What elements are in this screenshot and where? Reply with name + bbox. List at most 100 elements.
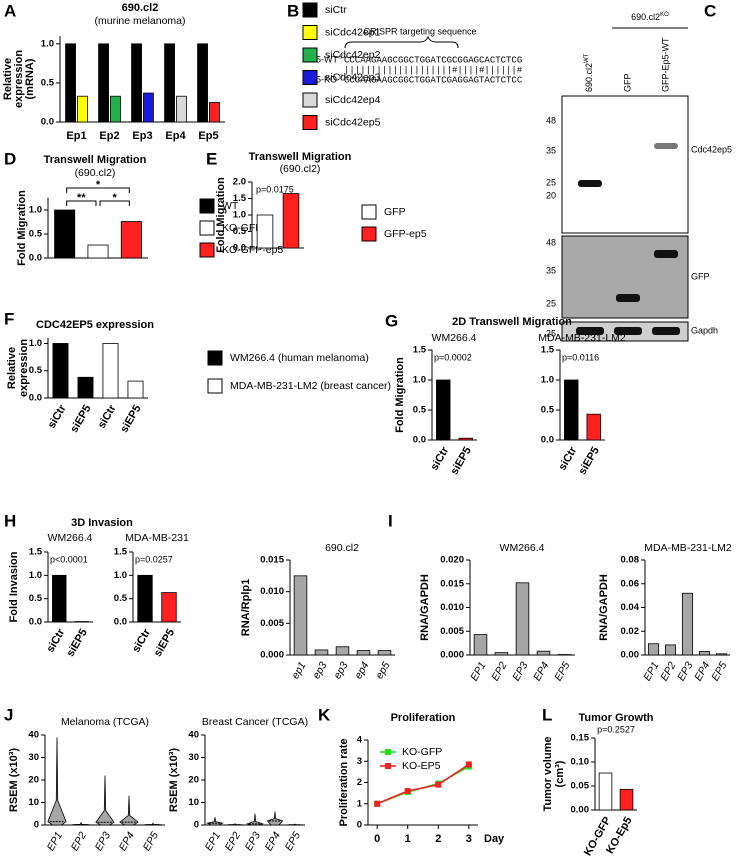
blot: [561, 235, 689, 319]
y-tick-label: 0.000: [440, 650, 464, 661]
y-tick-label: 0.5: [233, 226, 247, 237]
panel-label: H: [4, 511, 16, 530]
legend-swatch: [302, 70, 318, 85]
bar: [598, 772, 613, 811]
bar: [494, 652, 509, 656]
marker: 48: [546, 115, 556, 125]
bar: [77, 376, 94, 399]
x-tick-label: siEP5: [152, 627, 177, 659]
panel-label: K: [318, 705, 331, 724]
bar: [436, 379, 451, 441]
x-tick-label: siEP5: [448, 445, 473, 477]
panel-label: G: [385, 311, 398, 330]
band: [654, 143, 678, 149]
y-axis-label: Proliferation rate: [338, 738, 350, 826]
y-tick-label: 1.0: [413, 375, 426, 386]
legend-label: siCdc42ep3: [325, 71, 381, 83]
bar: [87, 244, 109, 259]
y-tick-label: 1.5: [413, 345, 427, 356]
y-tick-label: 20: [28, 775, 39, 786]
chart-subtitle: (690.cl2): [280, 163, 321, 175]
y-tick-label: 0.0: [29, 393, 42, 404]
bar: [164, 43, 175, 123]
legend-swatch: [302, 47, 318, 63]
legend-label: siCtr: [325, 4, 347, 16]
chart-title: Transwell Migration: [44, 154, 147, 166]
bar: [515, 582, 530, 656]
y-tick-label: 0.0: [541, 435, 554, 446]
x-tick-label: EP4: [263, 830, 283, 853]
x-tick-label: 2: [435, 833, 441, 845]
marker: 25: [546, 177, 556, 187]
y-axis-label: Relative: [2, 58, 14, 100]
chart-subtitle: WM266.4: [432, 332, 477, 344]
y-tick-label: 0.5: [541, 405, 555, 416]
panel-label: J: [4, 705, 13, 724]
x-tick-label: siEP5: [118, 403, 143, 435]
y-tick-label: 1.5: [29, 547, 43, 558]
x-tick-label: siCtr: [46, 402, 69, 430]
y-tick-label: 0.5: [29, 593, 43, 604]
header-sup: KO: [660, 12, 669, 18]
chart-subtitle: MDA-MB-231-LM2: [644, 542, 732, 554]
chart-title: 3D Invasion: [71, 517, 133, 529]
bar: [293, 575, 308, 656]
violin: [246, 813, 264, 826]
y-axis-label: RNA/GAPDH: [598, 574, 610, 641]
legend-label: siCdc42ep2: [325, 49, 381, 61]
point: [404, 788, 411, 794]
chart-title: Proliferation: [391, 712, 456, 724]
y-axis-label: Relative: [6, 347, 18, 389]
y-tick-label: 1.5: [114, 547, 128, 558]
y-tick-label: 0.015: [440, 578, 464, 589]
legend-swatch: [199, 198, 215, 214]
y-tick-label: 1.0: [541, 375, 554, 386]
chart-subtitle: WM266.4: [48, 532, 93, 544]
bar: [377, 650, 392, 656]
bar: [715, 653, 728, 656]
y-tick-label: 1.0: [29, 338, 42, 349]
bar: [256, 214, 274, 249]
bar: [161, 592, 177, 623]
y-tick-label: 0: [194, 820, 199, 831]
chart-subtitle: Breast Cancer (TCGA): [202, 716, 308, 728]
x-tick-label: EP4: [117, 830, 137, 853]
y-tick-label: 2: [357, 777, 362, 788]
y-tick-label: 0.000: [260, 650, 284, 661]
bar: [536, 650, 551, 656]
y-axis-label: Tumor volume: [542, 737, 554, 812]
annotation: p=0.0175: [256, 184, 294, 194]
bar: [52, 574, 67, 623]
bar: [120, 221, 142, 259]
y-tick-label: 0.15: [571, 733, 590, 744]
y-axis-label: RNA/GAPDH: [419, 574, 431, 641]
legend-label: GFP: [384, 206, 406, 218]
x-tick-label: EP1: [641, 660, 661, 683]
y-axis-label: (mRNA): [24, 58, 36, 99]
y-axis-label: RSEM (x10³): [168, 748, 180, 813]
x-tick-label: EP3: [243, 830, 263, 853]
legend-swatch: [207, 378, 223, 394]
prime: 5': [339, 74, 343, 80]
legend-swatch: [361, 226, 377, 242]
x-tick-label: Ep3: [132, 130, 152, 142]
panel-label: B: [287, 1, 299, 20]
annotation: p<0.0001: [50, 554, 88, 564]
violin: [266, 811, 284, 826]
y-tick-label: 1.5: [541, 345, 555, 356]
y-tick-label: 40: [28, 730, 39, 741]
bar: [65, 43, 76, 123]
band: [654, 250, 678, 258]
y-tick-label: 30: [188, 752, 199, 763]
significance-label: *: [96, 179, 101, 191]
legend-swatch: [302, 2, 318, 18]
x-tick-label: ep3: [310, 660, 329, 681]
y-tick-label: 0.5: [114, 593, 128, 604]
bar: [209, 102, 220, 123]
x-tick-label: siEP5: [68, 403, 93, 435]
bar: [176, 95, 187, 123]
y-tick-label: 0.0: [114, 617, 127, 628]
x-tick-label: siCtr: [44, 626, 67, 654]
y-axis-label: RNA/Rplp1: [240, 579, 252, 636]
bar: [356, 650, 371, 656]
